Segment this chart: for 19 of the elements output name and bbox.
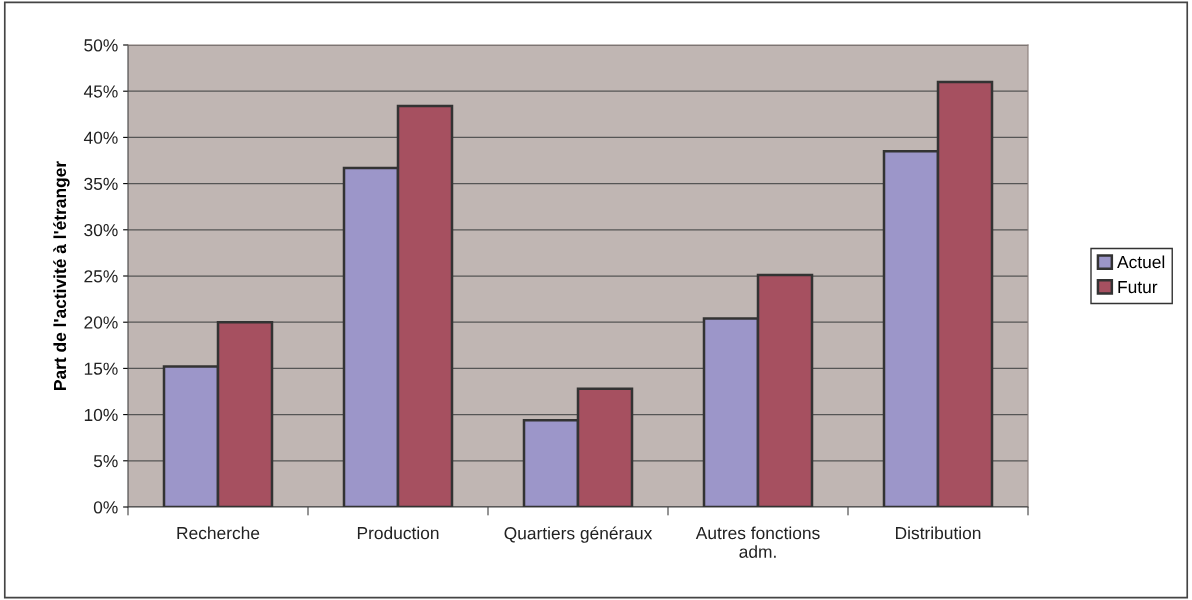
y-axis-title: Part de l'activité à l'étranger	[53, 161, 70, 390]
y-tick-label: 25%	[84, 270, 118, 283]
x-tick-label: Autres fonctions adm.	[695, 526, 820, 558]
legend-label: Actuel	[1117, 255, 1165, 269]
x-tick-label: Recherche	[177, 526, 260, 540]
y-tick-label: 40%	[83, 131, 118, 144]
legend-label: Futur	[1118, 281, 1158, 294]
y-tick-label: 10%	[84, 408, 118, 422]
y-tick-label: 50%	[84, 39, 118, 52]
y-tick-label: 20%	[84, 316, 118, 329]
y-tick-label: 45%	[83, 85, 118, 98]
x-tick-label: Quartiers généraux	[504, 526, 653, 543]
y-tick-label: 0%	[93, 501, 118, 514]
x-tick-label: Distribution	[896, 526, 981, 540]
y-tick-label: 15%	[84, 362, 118, 375]
y-tick-label: 5%	[93, 455, 118, 468]
y-tick-label: 30%	[84, 223, 118, 237]
x-tick-label: Production	[357, 526, 439, 540]
y-tick-label: 35%	[84, 177, 118, 191]
